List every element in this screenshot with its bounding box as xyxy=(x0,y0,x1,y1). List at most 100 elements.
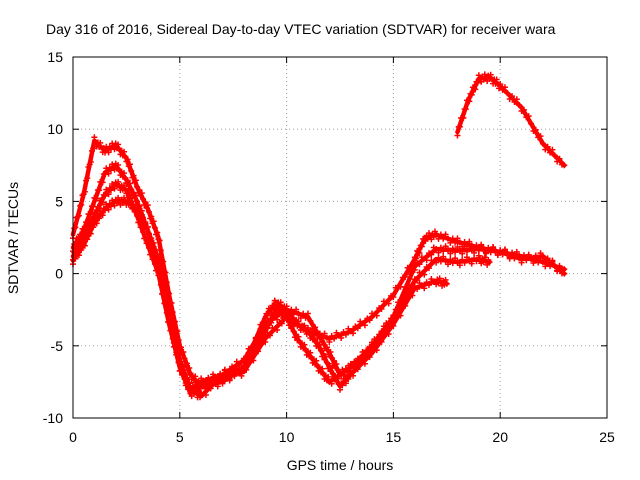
data-point xyxy=(115,162,122,169)
data-point xyxy=(433,246,440,253)
data-point xyxy=(121,182,128,189)
data-point xyxy=(320,350,327,357)
data-point xyxy=(440,253,447,260)
data-point xyxy=(539,140,546,147)
data-point xyxy=(561,162,568,169)
data-point xyxy=(128,186,135,193)
data-point xyxy=(468,260,475,267)
data-point xyxy=(525,251,532,258)
data-point xyxy=(124,177,131,184)
data-point xyxy=(501,84,508,91)
data-point xyxy=(144,223,151,230)
data-point xyxy=(74,213,81,220)
data-point xyxy=(156,259,163,266)
y-tick-label: -10 xyxy=(43,410,63,426)
data-point xyxy=(84,236,91,243)
data-point xyxy=(328,365,335,372)
data-point xyxy=(402,273,409,280)
data-point xyxy=(549,257,556,264)
data-point xyxy=(474,79,481,86)
data-point xyxy=(87,230,94,237)
data-point xyxy=(321,356,328,363)
data-point xyxy=(528,254,535,261)
data-point xyxy=(99,212,106,219)
data-point xyxy=(250,357,257,364)
data-point xyxy=(421,236,428,243)
grid xyxy=(73,57,607,418)
data-point xyxy=(143,204,150,211)
data-point xyxy=(454,132,461,139)
data-point xyxy=(442,231,449,238)
data-point xyxy=(497,81,504,88)
data-point xyxy=(456,123,463,130)
data-point xyxy=(316,330,323,337)
data-point xyxy=(436,275,443,282)
data-point xyxy=(93,220,100,227)
data-point xyxy=(75,252,82,259)
data-point xyxy=(154,251,161,258)
data-point xyxy=(115,194,122,201)
data-point xyxy=(475,252,482,259)
data-point xyxy=(539,253,546,260)
data-point xyxy=(156,237,163,244)
data-point xyxy=(339,382,346,389)
data-point xyxy=(140,195,147,202)
data-point xyxy=(290,328,297,335)
data-point xyxy=(525,113,532,120)
data-point xyxy=(342,331,349,338)
data-point xyxy=(402,302,409,309)
data-point xyxy=(331,335,338,342)
data-point xyxy=(504,90,511,97)
series-line xyxy=(70,163,567,399)
data-point xyxy=(262,339,269,346)
data-point xyxy=(161,289,168,296)
data-point xyxy=(151,224,158,231)
data-point xyxy=(463,254,470,261)
data-point xyxy=(444,246,451,253)
data-point xyxy=(472,86,479,93)
data-point xyxy=(250,344,257,351)
data-point xyxy=(126,197,133,204)
data-point xyxy=(547,260,554,267)
data-point xyxy=(361,322,368,329)
series-trace-4 xyxy=(70,194,450,400)
data-point xyxy=(144,202,151,209)
data-point xyxy=(194,389,201,396)
data-point xyxy=(459,250,466,257)
x-tick-label: 25 xyxy=(599,429,615,445)
data-point xyxy=(145,244,152,251)
data-point xyxy=(412,255,419,262)
data-point xyxy=(271,305,278,312)
data-point xyxy=(71,225,78,232)
data-point xyxy=(468,91,475,98)
data-point xyxy=(463,248,470,255)
data-point xyxy=(81,242,88,249)
data-point xyxy=(295,333,302,340)
data-point xyxy=(102,192,109,199)
series-trace-1 xyxy=(70,134,568,392)
data-point xyxy=(537,250,544,257)
data-point xyxy=(486,259,493,266)
y-axis-title: SDTVAR / TECUs xyxy=(5,182,21,294)
data-point xyxy=(421,271,428,278)
data-point xyxy=(91,134,98,141)
data-point xyxy=(288,325,295,332)
data-point xyxy=(487,71,494,78)
data-point xyxy=(174,349,181,356)
data-point xyxy=(148,249,155,256)
data-point xyxy=(443,280,450,287)
data-point xyxy=(177,365,184,372)
data-point xyxy=(354,325,361,332)
x-tick-label: 5 xyxy=(176,429,184,445)
data-point xyxy=(414,285,421,292)
data-point xyxy=(105,191,112,198)
data-point xyxy=(487,249,494,256)
data-point xyxy=(142,220,149,227)
data-point xyxy=(148,213,155,220)
chart-title: Day 316 of 2016, Sidereal Day-to-day VTE… xyxy=(46,21,556,37)
data-point xyxy=(78,246,85,253)
data-point xyxy=(454,244,461,251)
data-point xyxy=(417,242,424,249)
data-point xyxy=(442,243,449,250)
